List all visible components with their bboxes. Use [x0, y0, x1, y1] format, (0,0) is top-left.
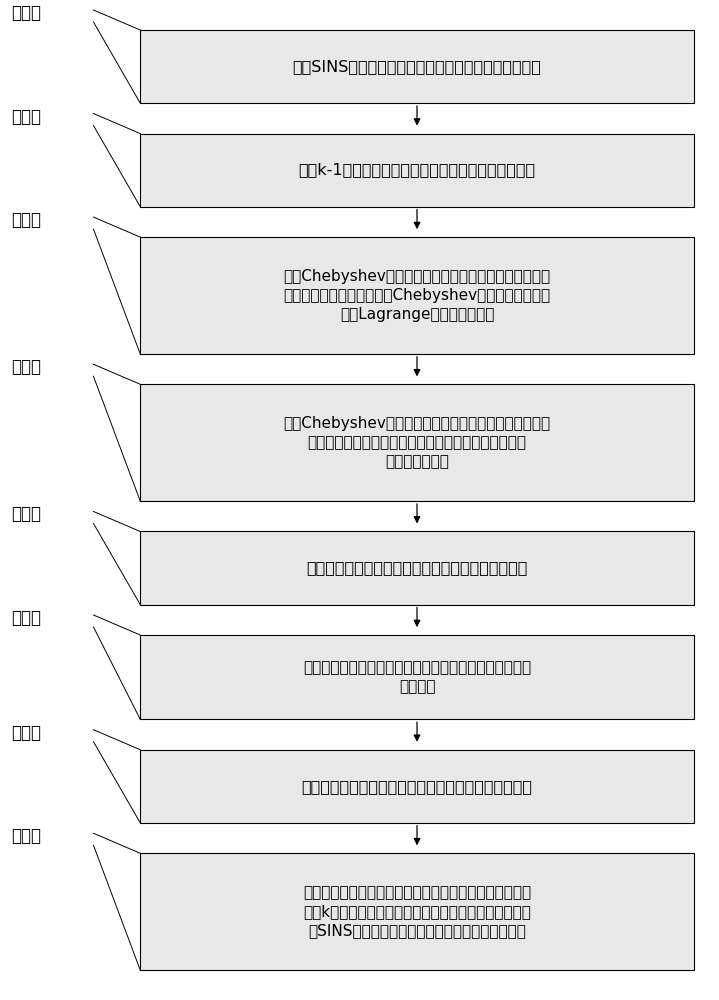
Bar	[140, 853, 694, 970]
Text: 步骤七: 步骤七	[11, 724, 41, 742]
Text: 步骤五: 步骤五	[11, 505, 41, 523]
Text: 步骤一: 步骤一	[11, 4, 41, 22]
Text: 建立SINS导航系统的非线性误差的状态方程和观测方程: 建立SINS导航系统的非线性误差的状态方程和观测方程	[293, 59, 541, 74]
Text: 步骤八: 步骤八	[11, 827, 41, 845]
Text: 步骤三: 步骤三	[11, 211, 41, 229]
Text: 步骤六: 步骤六	[11, 609, 41, 627]
Text: 步骤二: 步骤二	[11, 108, 41, 126]
Bar	[140, 134, 694, 207]
Bar	[140, 635, 694, 719]
Bar	[140, 531, 694, 605]
Text: 计算虚拟过程状态噪声误差椭球和虚拟观测噪声椭球: 计算虚拟过程状态噪声误差椭球和虚拟观测噪声椭球	[306, 561, 528, 576]
Text: 计算Chebyshev多项式逼近的误差边界，利用椭球将逼近
误差外包获得非线性误差的状态方程和观测方程的逼近
误差的外包椭球: 计算Chebyshev多项式逼近的误差边界，利用椭球将逼近 误差外包获得非线性误…	[283, 416, 551, 469]
Text: 计算k-1步系统状态参数向量的状态分量的不确定区间: 计算k-1步系统状态参数向量的状态分量的不确定区间	[298, 163, 536, 178]
Text: 利用线性化椭球集员算法的更新步骤更新状态椭球边界: 利用线性化椭球集员算法的更新步骤更新状态椭球边界	[301, 779, 533, 794]
Text: 利用线性椭球集员算法的状态估计计算步骤完成系统状态
变量k时刻的估计计算和估计误差方程矩阵计算，从而完
成SINS组合导航系统初始对准参数的估计计算任务: 利用线性椭球集员算法的状态估计计算步骤完成系统状态 变量k时刻的估计计算和估计误…	[303, 885, 531, 938]
Bar	[140, 30, 694, 103]
Bar	[140, 750, 694, 823]
Bar	[140, 384, 694, 501]
Text: 利用线性化椭球集员算法的预测步骤计算预测状态参数的
椭球边界: 利用线性化椭球集员算法的预测步骤计算预测状态参数的 椭球边界	[303, 660, 531, 694]
Text: 基于Chebyshev多项式逼近方法对导航系统的非线性误差
的状态方程和观测方程实施Chebyshev多项式逼近处理，
确定Lagrange余子的取值区间: 基于Chebyshev多项式逼近方法对导航系统的非线性误差 的状态方程和观测方程…	[283, 269, 551, 322]
Text: 步骤四: 步骤四	[11, 358, 41, 376]
Bar	[140, 237, 694, 354]
